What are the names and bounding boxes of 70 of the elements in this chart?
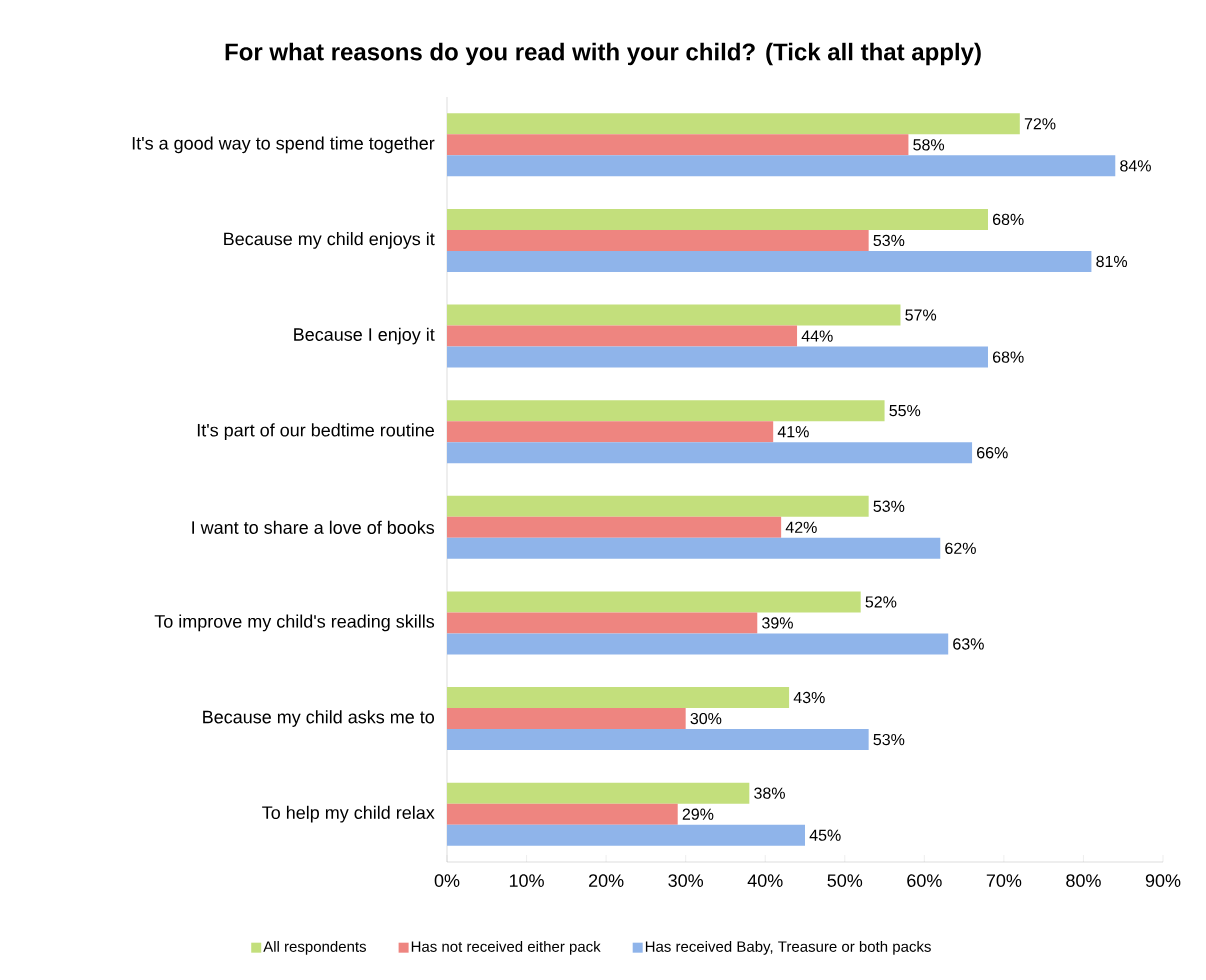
bar — [447, 612, 758, 634]
chart-title: For what reasons do you read with your child? (Tick all that apply) — [225, 42, 981, 66]
data-label: 63% — [953, 638, 984, 650]
bar — [447, 304, 901, 326]
bar — [447, 421, 774, 443]
data-label: 53% — [873, 733, 905, 746]
bar — [447, 250, 1092, 272]
bar — [447, 229, 869, 251]
bar — [447, 687, 790, 709]
data-label: 81% — [1096, 255, 1128, 268]
x-tick-label: 10% — [509, 874, 544, 887]
data-label: 57% — [905, 309, 937, 321]
data-label: 42% — [785, 521, 817, 533]
bar — [447, 113, 1020, 135]
x-tick-label: 40% — [747, 874, 783, 887]
data-label: 58% — [913, 139, 945, 151]
bar — [447, 325, 798, 347]
bar — [447, 803, 678, 825]
y-tick-label: To improve my child's reading skills — [154, 614, 435, 632]
data-label: 45% — [809, 829, 841, 841]
bar — [447, 537, 941, 559]
legend-label: Has not received either pack — [411, 940, 601, 955]
data-label: 68% — [993, 351, 1024, 363]
x-tick-label: 60% — [907, 874, 942, 887]
y-tick-label: I want to share a love of books — [192, 520, 435, 534]
bar — [447, 591, 861, 613]
x-tick-label: 50% — [827, 874, 863, 887]
bar — [447, 729, 869, 751]
data-label: 84% — [1120, 160, 1151, 172]
x-tick-label: 0% — [434, 874, 460, 887]
data-label: 52% — [865, 596, 897, 608]
data-label: 62% — [945, 542, 976, 555]
legend-label: All respondents — [263, 940, 367, 955]
bar — [447, 134, 909, 156]
y-tick-label: Because my child asks me to — [203, 710, 435, 727]
bar — [447, 516, 782, 538]
data-label: 68% — [993, 213, 1024, 226]
bar — [447, 400, 885, 422]
bar — [447, 442, 973, 464]
data-label: 43% — [793, 691, 825, 704]
data-label: 41% — [777, 426, 809, 438]
data-label: 53% — [873, 500, 905, 512]
x-tick-label: 20% — [589, 874, 624, 887]
bar — [447, 782, 750, 804]
data-label: 55% — [889, 405, 921, 417]
bar — [447, 208, 988, 230]
x-tick-label: 80% — [1066, 874, 1101, 887]
y-tick-label: It's a good way to spend time together — [132, 136, 435, 154]
bar — [447, 824, 806, 846]
x-tick-label: 30% — [668, 874, 704, 887]
y-tick-label: It's part of our bedtime routine — [197, 423, 434, 441]
bar — [447, 155, 1116, 177]
bar — [447, 633, 949, 655]
x-tick-label: 70% — [986, 874, 1022, 887]
x-tick-label: 90% — [1145, 874, 1181, 887]
data-label: 38% — [754, 787, 785, 799]
bar — [447, 708, 686, 730]
data-label: 29% — [682, 808, 714, 820]
y-tick-label: Because I enjoy it — [294, 327, 435, 345]
bar — [447, 346, 988, 368]
y-tick-label: To help my child relax — [262, 805, 435, 823]
data-label: 30% — [690, 712, 722, 725]
y-tick-label: Because my child enjoys it — [224, 232, 435, 249]
data-label: 66% — [977, 447, 1008, 459]
data-label: 53% — [873, 234, 905, 247]
data-label: 39% — [762, 617, 793, 629]
legend-label: Has received Baby, Treasure or both packs — [645, 940, 931, 955]
data-label: 44% — [801, 330, 833, 342]
bar — [447, 495, 869, 517]
data-label: 72% — [1024, 118, 1056, 130]
